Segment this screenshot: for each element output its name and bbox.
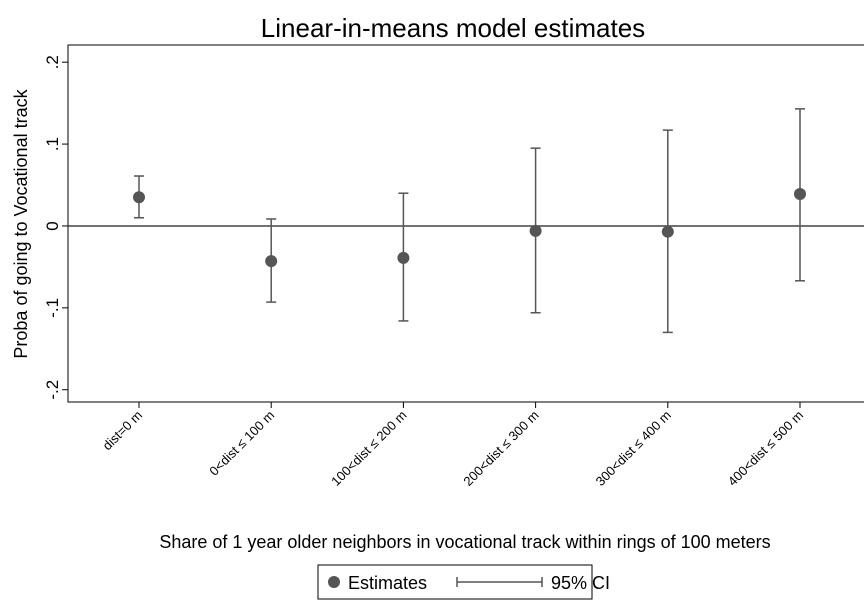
y-tick-label: -.1: [43, 298, 62, 318]
y-tick-label: .1: [43, 137, 62, 151]
estimate-point: [794, 188, 806, 201]
legend-box: [317, 564, 593, 600]
estimate-point: [661, 225, 674, 238]
y-axis-label: Proba of going to Vocational track: [11, 88, 31, 358]
legend-marker: [328, 576, 340, 588]
legend-label: 95% CI: [551, 573, 610, 593]
y-tick-label: .2: [43, 55, 62, 69]
estimate-point: [133, 191, 145, 204]
estimate-point: [397, 251, 410, 264]
chart-title: Linear-in-means model estimates: [261, 13, 645, 43]
x-axis-label: Share of 1 year older neighbors in vocat…: [159, 532, 770, 552]
estimate-point: [529, 224, 542, 237]
y-tick-label: 0: [43, 221, 62, 230]
plot-frame: [67, 44, 864, 403]
y-tick-label: -.2: [43, 380, 62, 400]
legend-label: Estimates: [348, 573, 427, 593]
estimate-point: [265, 255, 278, 268]
